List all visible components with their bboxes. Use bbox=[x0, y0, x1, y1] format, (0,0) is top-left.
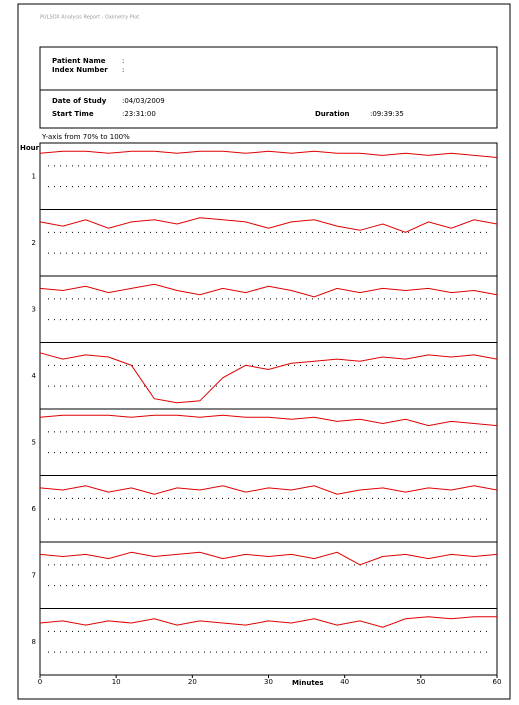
x-tick-label: 30 bbox=[264, 678, 273, 686]
axis-note: Y-axis from 70% to 100% bbox=[41, 133, 130, 141]
hour-label: 8 bbox=[32, 638, 36, 646]
page-border bbox=[17, 3, 511, 700]
study-box bbox=[39, 89, 498, 129]
report-title: PULSOX Analysis Report - Oximetry Plot bbox=[40, 15, 139, 21]
x-tick-label: 50 bbox=[416, 678, 425, 686]
label: Patient Name bbox=[52, 57, 106, 65]
hour-label: 1 bbox=[32, 172, 36, 180]
hour-label: 5 bbox=[32, 438, 36, 446]
x-tick-label: 10 bbox=[112, 678, 121, 686]
spo2-trace bbox=[39, 150, 498, 158]
spo2-trace bbox=[39, 352, 498, 404]
value: : bbox=[122, 66, 124, 74]
value: :09:39:35 bbox=[370, 110, 404, 118]
x-tick-label: 40 bbox=[340, 678, 349, 686]
x-tick-label: 20 bbox=[188, 678, 197, 686]
label: Date of Study bbox=[52, 97, 107, 105]
hour-label: 7 bbox=[32, 571, 36, 579]
spo2-trace bbox=[39, 414, 498, 427]
hour-label: 3 bbox=[32, 305, 36, 313]
hour-label: 6 bbox=[32, 505, 37, 513]
value: : bbox=[122, 57, 124, 65]
value: :04/03/2009 bbox=[122, 97, 165, 105]
x-tick-label: 60 bbox=[493, 678, 502, 686]
spo2-trace bbox=[39, 485, 498, 495]
patient-box bbox=[39, 46, 498, 91]
spo2-trace bbox=[39, 616, 497, 628]
label: Index Number bbox=[52, 66, 108, 74]
hour-label: 4 bbox=[32, 372, 37, 380]
spo2-trace bbox=[39, 283, 498, 298]
label: Duration bbox=[315, 110, 350, 118]
x-label: Minutes bbox=[292, 679, 324, 687]
spo2-trace bbox=[39, 217, 498, 233]
value: :23:31:00 bbox=[122, 110, 156, 118]
spo2-trace bbox=[39, 551, 498, 566]
hour-label: 2 bbox=[32, 239, 36, 247]
y-label: Hour bbox=[20, 144, 40, 152]
x-tick-label: 0 bbox=[38, 678, 42, 686]
label: Start Time bbox=[52, 110, 94, 118]
